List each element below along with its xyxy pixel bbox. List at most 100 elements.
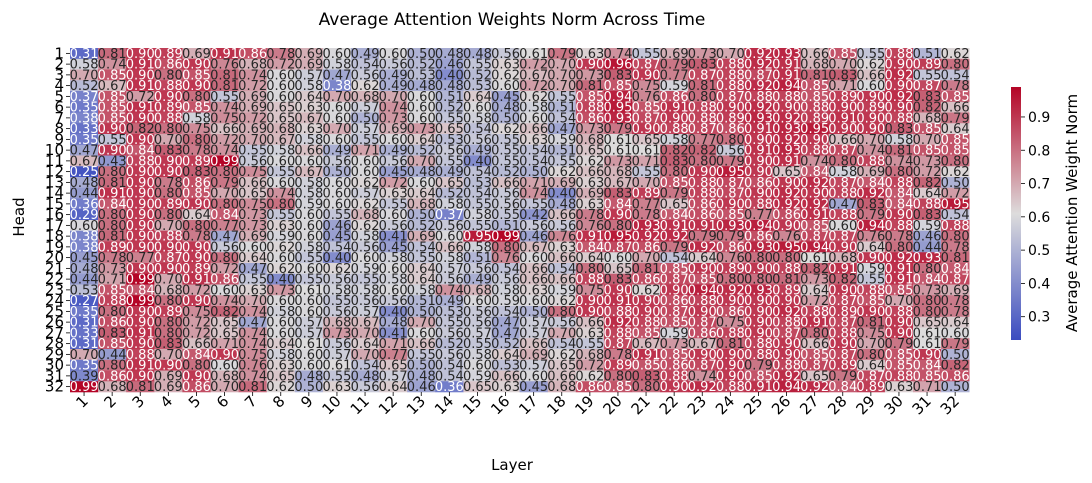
heatmap-cell bbox=[322, 101, 352, 113]
cell-value-label: 0.55 bbox=[407, 251, 436, 266]
cell-value-label: 0.40 bbox=[547, 187, 576, 202]
heatmap-cell bbox=[828, 58, 858, 70]
heatmap-cell bbox=[575, 69, 605, 81]
cell-value-label: 0.33 bbox=[70, 326, 99, 341]
cell-value-label: 0.95 bbox=[716, 165, 745, 180]
cell-value-label: 0.55 bbox=[463, 197, 492, 212]
heatmap-cell bbox=[856, 123, 886, 135]
cell-value-label: 0.80 bbox=[941, 230, 970, 245]
heatmap-cell bbox=[126, 316, 155, 328]
cell-value-label: 0.68 bbox=[351, 90, 380, 105]
cell-value-label: 0.46 bbox=[913, 230, 942, 245]
heatmap-cell bbox=[884, 338, 914, 350]
heatmap-cell bbox=[294, 134, 324, 146]
heatmap-cell bbox=[660, 144, 689, 156]
cell-value-label: 0.57 bbox=[351, 122, 380, 137]
cell-value-label: 0.68 bbox=[210, 369, 239, 384]
cell-value-label: 0.90 bbox=[856, 111, 885, 126]
heatmap-cell bbox=[266, 338, 296, 350]
heatmap-cell bbox=[210, 58, 239, 70]
cell-value-label: 0.88 bbox=[828, 187, 857, 202]
cell-value-label: 0.74 bbox=[238, 326, 267, 341]
heatmap-cell bbox=[322, 230, 352, 242]
heatmap-cell bbox=[660, 134, 689, 146]
cell-value-label: 0.62 bbox=[351, 79, 380, 94]
x-tick-label: 32 bbox=[937, 392, 963, 418]
cell-value-label: 0.88 bbox=[744, 348, 773, 363]
heatmap-cell bbox=[210, 220, 239, 232]
cell-value-label: 0.37 bbox=[435, 208, 464, 223]
cell-value-label: 0.56 bbox=[491, 187, 520, 202]
cell-value-label: 0.70 bbox=[828, 58, 857, 73]
heatmap-cell bbox=[856, 370, 886, 382]
heatmap-cell bbox=[407, 134, 436, 146]
heatmap-cell bbox=[632, 327, 661, 339]
cell-value-label: 0.72 bbox=[238, 79, 267, 94]
cell-value-label: 0.80 bbox=[941, 58, 970, 73]
cell-value-label: 0.86 bbox=[575, 380, 604, 395]
heatmap-cell bbox=[660, 101, 689, 113]
heatmap-cell bbox=[70, 123, 99, 135]
heatmap-cell bbox=[941, 177, 970, 189]
cell-value-label: 0.62 bbox=[266, 240, 295, 255]
heatmap-cell bbox=[154, 209, 183, 221]
cell-value-label: 0.50 bbox=[407, 359, 436, 374]
heatmap-cell bbox=[660, 295, 689, 307]
heatmap-cell bbox=[660, 381, 689, 393]
heatmap-cell bbox=[98, 123, 127, 135]
cell-value-label: 0.66 bbox=[435, 240, 464, 255]
heatmap-cell bbox=[70, 69, 99, 81]
heatmap-cell bbox=[632, 349, 661, 361]
heatmap-cell bbox=[154, 166, 183, 178]
cell-value-label: 0.59 bbox=[856, 262, 885, 277]
cell-value-label: 0.60 bbox=[603, 251, 632, 266]
heatmap-cell bbox=[463, 230, 492, 242]
heatmap-cell bbox=[98, 284, 127, 296]
cell-value-label: 0.70 bbox=[547, 68, 576, 83]
cell-value-label: 0.35 bbox=[70, 133, 99, 148]
cell-value-label: 0.55 bbox=[294, 273, 323, 288]
heatmap-cell bbox=[884, 198, 914, 210]
cell-value-label: 0.90 bbox=[884, 316, 913, 331]
heatmap-cell bbox=[435, 112, 464, 124]
heatmap-cell bbox=[603, 381, 633, 393]
heatmap-cell bbox=[800, 230, 829, 242]
cell-value-label: 0.57 bbox=[294, 316, 323, 331]
heatmap-cell bbox=[744, 166, 773, 178]
heatmap-cell bbox=[744, 209, 773, 221]
cell-value-label: 0.49 bbox=[379, 144, 408, 159]
cell-value-label: 0.74 bbox=[210, 101, 239, 116]
heatmap-cell bbox=[266, 327, 296, 339]
heatmap-cell bbox=[491, 58, 520, 70]
heatmap-cell bbox=[884, 58, 914, 70]
heatmap-cell bbox=[491, 273, 520, 285]
cell-value-label: 0.85 bbox=[182, 68, 211, 83]
cell-value-label: 0.91 bbox=[126, 359, 155, 374]
heatmap-cell bbox=[884, 349, 914, 361]
heatmap-cell bbox=[491, 230, 520, 242]
cell-value-label: 0.90 bbox=[828, 283, 857, 298]
heatmap-cell bbox=[154, 101, 183, 113]
cell-value-label: 0.70 bbox=[716, 47, 745, 62]
heatmap-cell bbox=[182, 155, 211, 167]
heatmap-cell bbox=[632, 177, 661, 189]
heatmap-cell bbox=[744, 220, 773, 232]
cell-value-label: 0.47 bbox=[491, 316, 520, 331]
cell-value-label: 0.73 bbox=[379, 111, 408, 126]
y-tick-label: 2 bbox=[54, 55, 64, 73]
heatmap-cell bbox=[126, 263, 155, 275]
heatmap-cell bbox=[322, 284, 352, 296]
cell-value-label: 0.53 bbox=[491, 359, 520, 374]
heatmap-cell bbox=[266, 198, 296, 210]
cell-value-label: 0.60 bbox=[322, 101, 351, 116]
heatmap-cell bbox=[154, 241, 183, 253]
heatmap-cell bbox=[98, 252, 127, 264]
cell-value-label: 0.90 bbox=[126, 369, 155, 384]
cell-value-label: 0.93 bbox=[632, 219, 661, 234]
heatmap-cell bbox=[154, 316, 183, 328]
cell-value-label: 0.55 bbox=[322, 208, 351, 223]
heatmap-cell bbox=[632, 144, 661, 156]
cell-value-label: 0.56 bbox=[491, 273, 520, 288]
cell-value-label: 0.91 bbox=[884, 273, 913, 288]
heatmap-cell bbox=[828, 338, 858, 350]
